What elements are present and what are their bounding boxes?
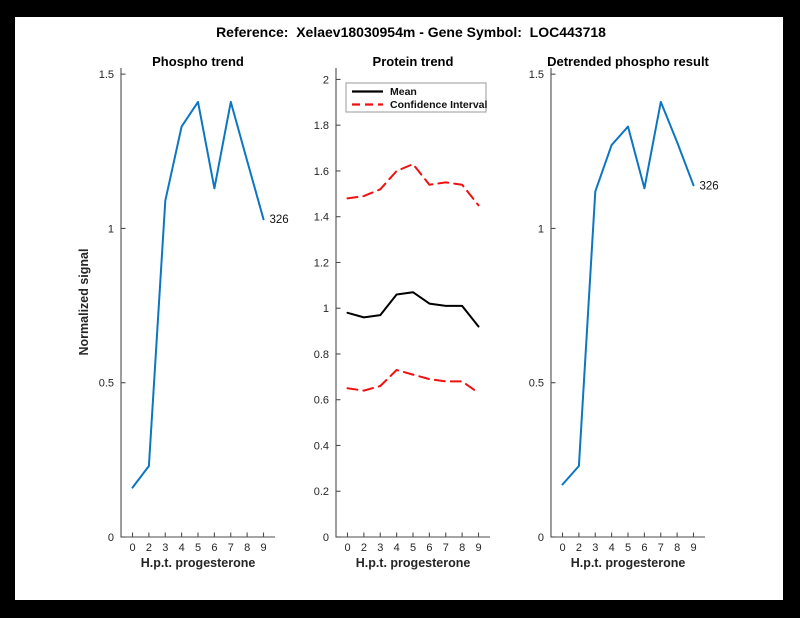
subplot-2-title: Protein trend (372, 54, 454, 69)
subplot-1-x-axis-label: H.p.t. progesterone (140, 556, 256, 570)
y-tick-label: 0.5 (99, 378, 114, 390)
y-tick-label: 0.2 (314, 486, 329, 498)
x-tick-label: 5 (410, 542, 416, 554)
y-tick-label: 1.6 (314, 166, 329, 178)
y-tick-label: 0.4 (314, 440, 329, 452)
series-detrended-phospho-signal (561, 100, 695, 486)
x-tick-label: 7 (228, 542, 234, 554)
x-tick-label: 6 (426, 542, 432, 554)
x-tick-label: 2 (146, 542, 152, 554)
y-tick-label: 0.5 (529, 378, 544, 390)
x-tick-label: 4 (179, 542, 185, 554)
x-tick-label: 4 (394, 542, 400, 554)
x-tick-label: 2 (361, 542, 367, 554)
y-tick-label: 1 (538, 223, 544, 235)
y-tick-label: 0 (538, 532, 544, 544)
y-tick-label: 0 (108, 532, 114, 544)
subplot-3-x-axis-label: H.p.t. progesterone (570, 556, 686, 570)
x-tick-label: 9 (690, 542, 696, 554)
x-tick-label: 6 (211, 542, 217, 554)
x-tick-label: 5 (625, 542, 631, 554)
subplot-1-title: Phospho trend (152, 54, 244, 69)
y-tick-label: 1.2 (314, 257, 329, 269)
x-tick-label: 3 (592, 542, 598, 554)
y-tick-label: 0.8 (314, 349, 329, 361)
axes-spines (120, 68, 275, 538)
x-tick-label: 9 (260, 542, 266, 554)
series-confidence-interval-lower (346, 369, 480, 394)
x-tick-label: 7 (443, 542, 449, 554)
series-mean (346, 291, 480, 328)
x-tick-label: 3 (162, 542, 168, 554)
y-tick-label: 2 (323, 74, 329, 86)
subplot-3-title: Detrended phospho result (547, 54, 709, 69)
x-tick-label: 8 (459, 542, 465, 554)
x-tick-label: 9 (475, 542, 481, 554)
series-confidence-interval-upper (346, 163, 480, 207)
x-tick-label: 7 (658, 542, 664, 554)
x-tick-label: 0 (129, 542, 135, 554)
y-tick-label: 1 (323, 303, 329, 315)
y-tick-label: 1.8 (314, 120, 329, 132)
y-tick-label: 0.6 (314, 395, 329, 407)
axes-spines (550, 68, 705, 538)
y-tick-label: 1.5 (99, 69, 114, 81)
y-tick-label: 1 (108, 223, 114, 235)
series-end-label: 326 (270, 214, 289, 226)
series-end-label: 326 (700, 180, 719, 192)
series-phospho-signal (131, 100, 265, 489)
x-tick-label: 3 (377, 542, 383, 554)
x-tick-label: 0 (344, 542, 350, 554)
legend-entry-label: Mean (390, 86, 417, 98)
x-tick-label: 4 (609, 542, 615, 554)
x-tick-label: 8 (244, 542, 250, 554)
axes-spines (335, 68, 490, 538)
x-tick-label: 6 (641, 542, 647, 554)
x-tick-label: 0 (559, 542, 565, 554)
subplot-2-x-axis-label: H.p.t. progesterone (355, 556, 471, 570)
y-tick-label: 0 (323, 532, 329, 544)
y-tick-label: 1.5 (529, 69, 544, 81)
y-tick-label: 1.4 (314, 212, 329, 224)
legend-entry-label: Confidence Interval (390, 99, 488, 111)
subplot-2-plot: 0 2 3 4 5 6 7 8 900.20.40.60.811.21.41.61.82Mean… (314, 68, 490, 554)
x-tick-label: 2 (576, 542, 582, 554)
figure-title: Reference: Xelaev18030954m - Gene Symbol… (216, 24, 606, 40)
figure-canvas (15, 17, 783, 600)
x-tick-label: 8 (674, 542, 680, 554)
x-tick-label: 5 (195, 542, 201, 554)
